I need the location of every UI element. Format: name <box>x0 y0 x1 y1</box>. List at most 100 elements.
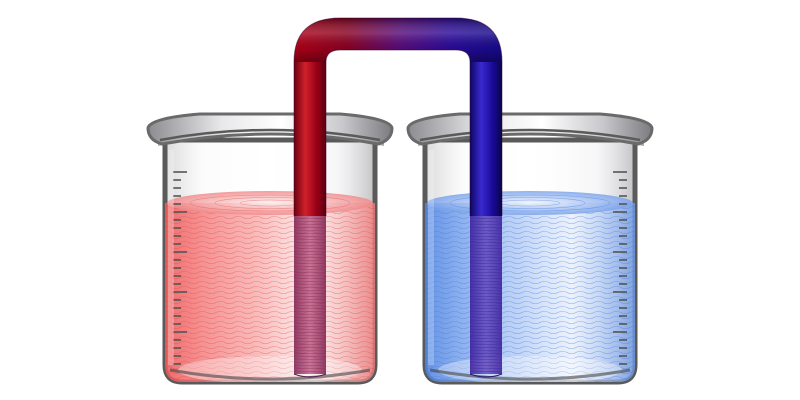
tube-texture-line <box>469 265 503 268</box>
tube-texture-line <box>469 247 503 250</box>
tube-texture-line <box>293 304 327 307</box>
tube-texture-line <box>469 241 503 244</box>
tube-texture-line <box>469 370 503 373</box>
tube-texture-line <box>293 241 327 244</box>
beaker-right <box>406 112 654 385</box>
tube-texture-line <box>469 217 503 220</box>
tube-texture-line <box>469 316 503 319</box>
tube-texture-line <box>469 232 503 235</box>
salt-bridge-left-leg <box>294 60 326 216</box>
tube-texture-line <box>293 235 327 238</box>
tube-texture-line <box>293 355 327 358</box>
tube-texture-line <box>293 253 327 256</box>
tube-texture-line <box>469 322 503 325</box>
tube-texture-line <box>293 340 327 343</box>
beaker-left-liquid-texture <box>165 203 375 382</box>
tube-texture-line <box>469 298 503 301</box>
tube-texture-line <box>293 226 327 229</box>
tube-texture-line <box>293 322 327 325</box>
beaker-right-liquid-texture <box>425 203 635 382</box>
tube-texture-line <box>293 337 327 340</box>
tube-texture-line <box>293 229 327 232</box>
tube-texture-line <box>293 280 327 283</box>
tube-texture-line <box>469 349 503 352</box>
tube-texture-line <box>469 280 503 283</box>
tube-texture-line <box>469 238 503 241</box>
tube-texture-line <box>293 367 327 370</box>
tube-texture-line <box>293 223 327 226</box>
tube-texture-line <box>293 331 327 334</box>
tube-texture-line <box>469 259 503 262</box>
tube-texture-line <box>469 331 503 334</box>
tube-texture-line <box>293 274 327 277</box>
tube-texture-line <box>293 262 327 265</box>
tube-texture-line <box>469 364 503 367</box>
tube-texture-line <box>469 340 503 343</box>
tube-texture-line <box>469 226 503 229</box>
tube-texture-line <box>293 277 327 280</box>
tube-texture-line <box>293 295 327 298</box>
beaker-left <box>146 112 394 385</box>
tube-texture-line <box>469 358 503 361</box>
tube-texture-line <box>469 271 503 274</box>
tube-texture-line <box>469 355 503 358</box>
tube-texture-line <box>469 346 503 349</box>
tube-texture-line <box>293 349 327 352</box>
tube-texture-line <box>293 256 327 259</box>
tube-texture-line <box>293 232 327 235</box>
tube-texture-line <box>293 310 327 313</box>
tube-texture-line <box>469 334 503 337</box>
tube-texture-line <box>293 283 327 286</box>
tube-texture-line <box>469 223 503 226</box>
beaker-left-liquid-surface <box>167 191 373 215</box>
tube-texture-line <box>469 307 503 310</box>
tube-texture-line <box>293 298 327 301</box>
tube-texture-line <box>293 319 327 322</box>
tube-texture-line <box>293 313 327 316</box>
tube-texture-line <box>293 352 327 355</box>
beaker-right-liquid-surface <box>427 191 633 215</box>
tube-texture-line <box>293 271 327 274</box>
tube-texture-line <box>293 361 327 364</box>
tube-texture-line <box>293 301 327 304</box>
tube-texture-line <box>293 220 327 223</box>
tube-texture-line <box>469 343 503 346</box>
tube-texture-line <box>293 268 327 271</box>
tube-texture-line <box>293 343 327 346</box>
tube-texture-line <box>293 244 327 247</box>
tube-texture-line <box>469 328 503 331</box>
tube-texture-line <box>469 337 503 340</box>
tube-texture-line <box>293 265 327 268</box>
tube-texture-line <box>469 304 503 307</box>
tube-texture-line <box>293 325 327 328</box>
tube-texture-line <box>469 220 503 223</box>
tube-texture-line <box>293 370 327 373</box>
tube-texture-line <box>469 301 503 304</box>
tube-texture-line <box>293 250 327 253</box>
tube-texture-line <box>293 346 327 349</box>
tube-texture-line <box>469 262 503 265</box>
tube-texture-line <box>293 238 327 241</box>
beaker-left-scale <box>173 171 187 365</box>
tube-texture-line <box>293 328 327 331</box>
tube-texture-line <box>293 286 327 289</box>
tube-texture-line <box>293 364 327 367</box>
salt-bridge-tube <box>293 17 503 378</box>
salt-bridge-right-leg <box>470 60 502 216</box>
tube-texture-line <box>469 310 503 313</box>
tube-texture-line <box>469 292 503 295</box>
tube-texture-line <box>469 253 503 256</box>
tube-texture-line <box>469 268 503 271</box>
tube-texture-line <box>293 292 327 295</box>
tube-texture-line <box>293 316 327 319</box>
tube-texture-line <box>469 229 503 232</box>
tube-texture-line <box>293 259 327 262</box>
tube-texture-line <box>469 289 503 292</box>
tube-texture-line <box>469 274 503 277</box>
tube-texture-line <box>469 319 503 322</box>
tube-texture-line <box>469 367 503 370</box>
tube-texture-line <box>469 286 503 289</box>
tube-texture-line <box>293 217 327 220</box>
tube-texture-line <box>293 247 327 250</box>
